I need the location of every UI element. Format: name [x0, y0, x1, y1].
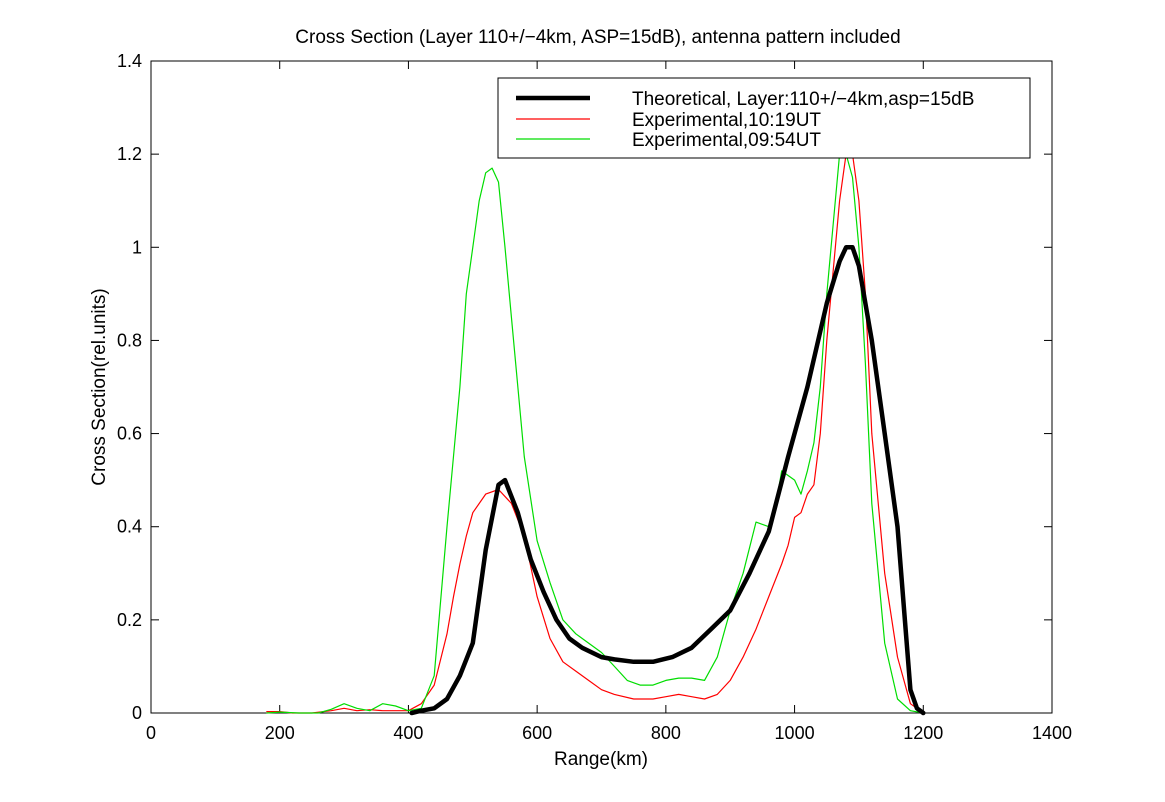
- y-tick-label: 1.4: [117, 51, 142, 71]
- y-axis-title: Cross Section(rel.units): [89, 288, 110, 485]
- y-axis-ticks: 0 0.2 0.4 0.6 0.8 1 1.2 1.4: [117, 51, 1052, 723]
- x-tick-label: 1400: [1032, 723, 1072, 743]
- legend-label-experimental-0954: Experimental,09:54UT: [632, 130, 821, 151]
- x-tick-label: 0: [146, 723, 156, 743]
- y-tick-label: 0.8: [117, 330, 142, 350]
- y-tick-label: 0.2: [117, 610, 142, 630]
- x-axis-title: Range(km): [554, 749, 648, 770]
- y-tick-label: 1: [132, 237, 142, 257]
- y-tick-label: 0.4: [117, 517, 142, 537]
- x-tick-label: 400: [393, 723, 423, 743]
- series-theoretical: [409, 245, 926, 716]
- legend-label-experimental-1019: Experimental,10:19UT: [632, 110, 821, 131]
- series-experimental-0954: [266, 153, 924, 714]
- y-tick-label: 0: [132, 703, 142, 723]
- x-tick-label: 600: [522, 723, 552, 743]
- x-axis-ticks: 0 200 400 600 800 1000 1200 1400: [146, 61, 1072, 743]
- chart-title: Cross Section (Layer 110+/−4km, ASP=15dB…: [295, 27, 900, 48]
- plot-area: 0 200 400 600 800 1000 1200 1400 0 0.2 0.4 0.6 0.8 1…: [117, 51, 1072, 743]
- series-layer: [266, 153, 926, 716]
- x-tick-label: 800: [651, 723, 681, 743]
- x-tick-label: 1200: [903, 723, 943, 743]
- y-tick-label: 1.2: [117, 144, 142, 164]
- series-experimental-1019: [266, 153, 924, 714]
- legend-label-theoretical: Theoretical, Layer:110+/−4km,asp=15dB: [632, 89, 974, 110]
- x-tick-label: 200: [265, 723, 295, 743]
- axes-frame: [150, 60, 1053, 714]
- x-tick-label: 1000: [775, 723, 815, 743]
- legend: Theoretical, Layer:110+/−4km,asp=15dB Ex…: [497, 77, 1031, 159]
- legend-box: [497, 77, 1031, 159]
- y-tick-label: 0.6: [117, 424, 142, 444]
